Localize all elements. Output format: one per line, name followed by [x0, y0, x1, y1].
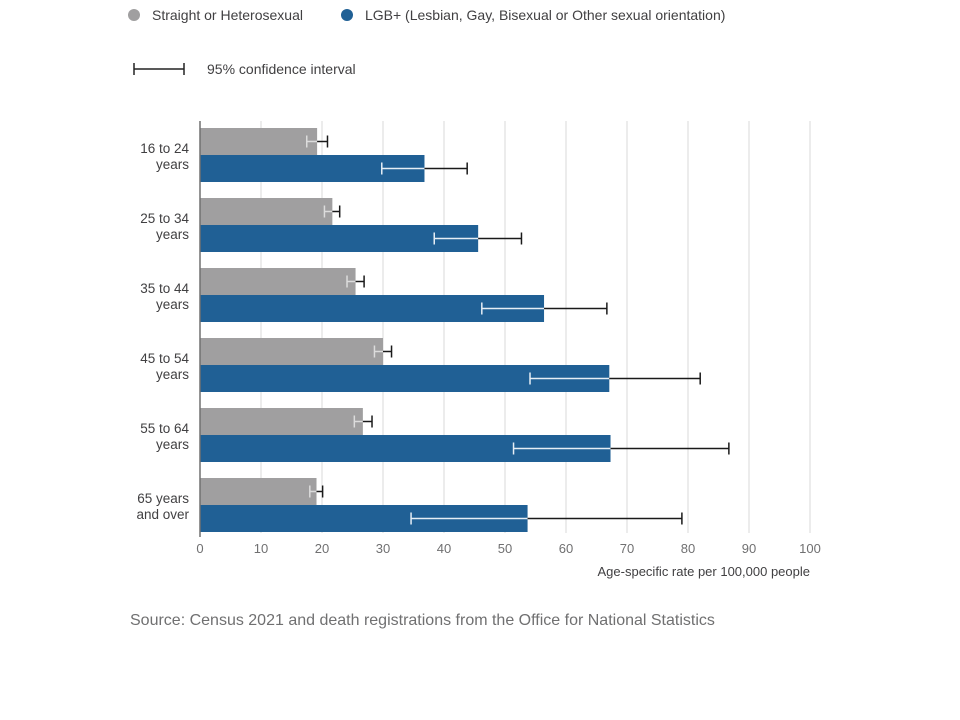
category-label: 16 to 24 years — [140, 141, 189, 172]
x-tick-label: 80 — [681, 541, 695, 556]
bar-straight — [200, 198, 333, 225]
ci-legend: 95% confidence interval — [133, 61, 356, 77]
category-label-line: 16 to 24 — [140, 141, 189, 156]
bar-straight — [200, 128, 318, 155]
bar-straight — [200, 408, 363, 435]
bar-lgb — [200, 225, 479, 252]
x-tick-label: 10 — [254, 541, 268, 556]
category-label-line: and over — [136, 507, 189, 522]
x-tick-label: 70 — [620, 541, 634, 556]
legend-swatch-lgb — [340, 9, 353, 21]
category-label-line: years — [156, 157, 189, 172]
x-tick-label: 20 — [315, 541, 329, 556]
legend-item-straight: Straight or Heterosexual — [128, 7, 303, 23]
x-tick-label: 100 — [799, 541, 821, 556]
legend-label-lgb: LGB+ (Lesbian, Gay, Bisexual or Other se… — [364, 7, 726, 23]
x-tick-label: 0 — [196, 541, 203, 556]
x-tick-label: 40 — [437, 541, 451, 556]
category-label-line: 45 to 54 — [140, 351, 189, 366]
x-tick-label: 90 — [742, 541, 756, 556]
x-axis-title: Age-specific rate per 100,000 people — [598, 564, 810, 579]
category-label: 35 to 44 years — [140, 281, 189, 312]
legend-label-straight: Straight or Heterosexual — [152, 7, 303, 23]
category-label-line: 65 years — [137, 491, 189, 506]
x-tick-label: 50 — [498, 541, 512, 556]
category-label-line: years — [156, 227, 189, 242]
bar-straight — [200, 338, 383, 365]
bar-straight — [200, 268, 356, 295]
legend-item-lgb: LGB+ (Lesbian, Gay, Bisexual or Other se… — [340, 7, 726, 23]
category-label: 25 to 34 years — [140, 211, 189, 242]
category-label-line: years — [156, 367, 189, 382]
x-tick-label: 60 — [559, 541, 573, 556]
source-note: Source: Census 2021 and death registrati… — [130, 612, 715, 629]
category-label: 55 to 64 years — [140, 421, 189, 452]
category-label: 65 years and over — [136, 491, 189, 522]
bar-straight — [200, 478, 317, 505]
legend-swatch-straight — [128, 9, 140, 21]
category-label-line: 25 to 34 — [140, 211, 189, 226]
category-label-line: 35 to 44 — [140, 281, 189, 296]
ci-legend-icon — [133, 63, 185, 75]
category-label-line: years — [156, 297, 189, 312]
legend: Straight or Heterosexual LGB+ (Lesbian, … — [128, 7, 763, 23]
category-label-line: years — [156, 437, 189, 452]
x-tick-label: 30 — [376, 541, 390, 556]
category-label-line: 55 to 64 — [140, 421, 189, 436]
category-label: 45 to 54 years — [140, 351, 189, 382]
ci-legend-label: 95% confidence interval — [207, 61, 356, 77]
